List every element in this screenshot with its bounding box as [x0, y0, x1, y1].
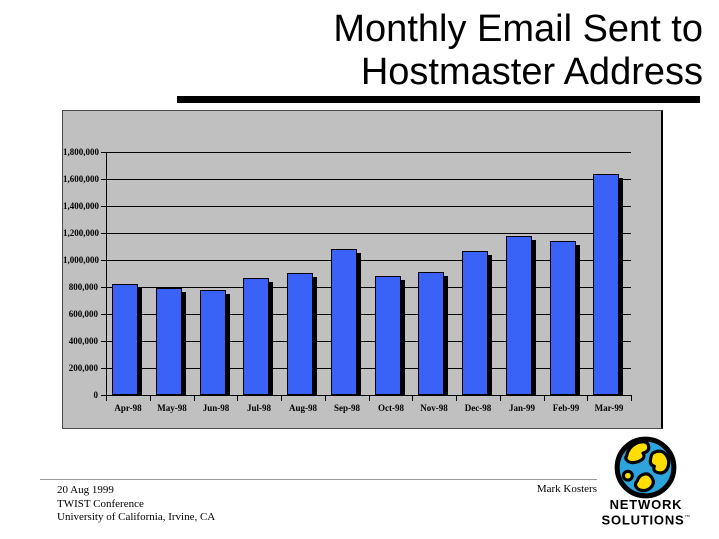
x-axis-tick [587, 395, 588, 401]
footer-event: TWIST Conference [57, 497, 144, 510]
bar-sep-98 [331, 249, 357, 395]
gridline [106, 233, 631, 234]
gridline [106, 395, 631, 396]
bar-dec-98 [462, 251, 488, 395]
gridline [106, 368, 631, 369]
footer-location: University of California, Irvine, CA [57, 511, 216, 523]
bar-oct-98 [375, 276, 401, 395]
y-axis-tick [101, 314, 106, 315]
x-axis-tick [631, 395, 632, 401]
gridline [106, 152, 631, 153]
y-axis-label: 400,000 [68, 336, 98, 346]
y-axis-tick [101, 233, 106, 234]
x-axis-tick [106, 395, 107, 401]
x-axis-tick [500, 395, 501, 401]
slide-title-line1: Monthly Email Sent to [333, 8, 703, 50]
y-axis-line [106, 152, 107, 401]
gridline [106, 179, 631, 180]
x-axis-tick [237, 395, 238, 401]
chart-area: 0 200,000 400,000 600,000 800,000 1,000,000 1,… [62, 110, 663, 429]
x-axis-label: Feb-99 [552, 403, 580, 413]
logo-line1: NETWORK [609, 497, 683, 512]
x-axis-tick [369, 395, 370, 401]
x-axis-label: May-98 [157, 403, 187, 413]
x-axis-tick [194, 395, 195, 401]
y-axis-tick [101, 206, 106, 207]
y-axis-label: 1,000,000 [63, 255, 99, 265]
x-axis-tick [412, 395, 413, 401]
x-axis-label: Jan-99 [508, 403, 535, 413]
y-axis-tick [101, 287, 106, 288]
bar-shadow [226, 294, 230, 395]
y-axis-tick [101, 152, 106, 153]
y-axis-label: 200,000 [68, 363, 98, 373]
bar-shadow [138, 288, 142, 395]
x-axis-tick [544, 395, 545, 401]
network-solutions-wordmark: NETWORK SOLUTIONS™ [588, 497, 704, 527]
bar-aug-98 [287, 273, 313, 395]
bar-shadow [401, 280, 405, 395]
gridline [106, 341, 631, 342]
x-axis-label: Aug-98 [288, 403, 317, 413]
x-axis-label: Nov-98 [420, 403, 448, 413]
y-axis-label: 0 [93, 390, 99, 400]
y-axis-tick [101, 179, 106, 180]
bar-shadow [357, 253, 361, 395]
bar-shadow [488, 255, 492, 395]
bar-feb-99 [550, 241, 576, 395]
x-axis-tick [325, 395, 326, 401]
gridline [106, 314, 631, 315]
bar-apr-98 [112, 284, 138, 395]
x-axis-tick [456, 395, 457, 401]
x-axis-label: Oct-98 [378, 403, 404, 413]
y-axis-label: 600,000 [68, 309, 98, 319]
gridline [106, 206, 631, 207]
y-axis-tick [101, 368, 106, 369]
bar-shadow [269, 282, 273, 395]
bar-shadow [444, 276, 448, 395]
bar-mar-99 [593, 174, 619, 395]
bar-may-98 [156, 288, 182, 395]
x-axis-label: Jul-98 [246, 403, 271, 413]
x-axis-label: Apr-98 [114, 403, 142, 413]
x-axis-tick [150, 395, 151, 401]
slide-title-line2: Hostmaster Address [360, 51, 703, 93]
y-axis-tick [101, 395, 106, 396]
y-axis-label: 1,400,000 [63, 201, 99, 211]
y-axis-label: 800,000 [68, 282, 98, 292]
bar-shadow [576, 245, 580, 395]
bar-jun-98 [200, 290, 226, 395]
trademark-symbol: ™ [684, 514, 691, 521]
footer-divider-rule [40, 479, 597, 480]
bar-nov-98 [418, 272, 444, 395]
x-axis-label: Dec-98 [464, 403, 492, 413]
title-underline-rule [177, 96, 700, 103]
slide-title: Monthly Email Sent to Hostmaster Address [143, 8, 703, 94]
x-axis-label: Jun-98 [202, 403, 230, 413]
bar-jul-98 [243, 278, 269, 395]
gridline [106, 287, 631, 288]
network-solutions-globe-icon [614, 436, 677, 499]
x-axis-label: Mar-99 [594, 403, 624, 413]
bar-shadow [182, 292, 186, 395]
x-axis-tick [281, 395, 282, 401]
gridline [106, 260, 631, 261]
x-axis-label: Sep-98 [333, 403, 360, 413]
bar-shadow [619, 178, 623, 395]
y-axis-tick [101, 341, 106, 342]
y-axis-label: 1,800,000 [63, 147, 99, 157]
logo-line2: SOLUTIONS™ [601, 511, 691, 527]
bar-shadow [313, 277, 317, 395]
author-name: Mark Kosters [536, 483, 597, 495]
footer-date: 20 Aug 1999 [57, 484, 114, 496]
bar-jan-99 [506, 236, 532, 395]
y-axis-tick [101, 260, 106, 261]
y-axis-label: 1,600,000 [63, 174, 99, 184]
y-axis-label: 1,200,000 [63, 228, 99, 238]
footer-credits: 20 Aug 1999 TWIST Conference University … [57, 484, 215, 525]
bar-shadow [532, 240, 536, 395]
